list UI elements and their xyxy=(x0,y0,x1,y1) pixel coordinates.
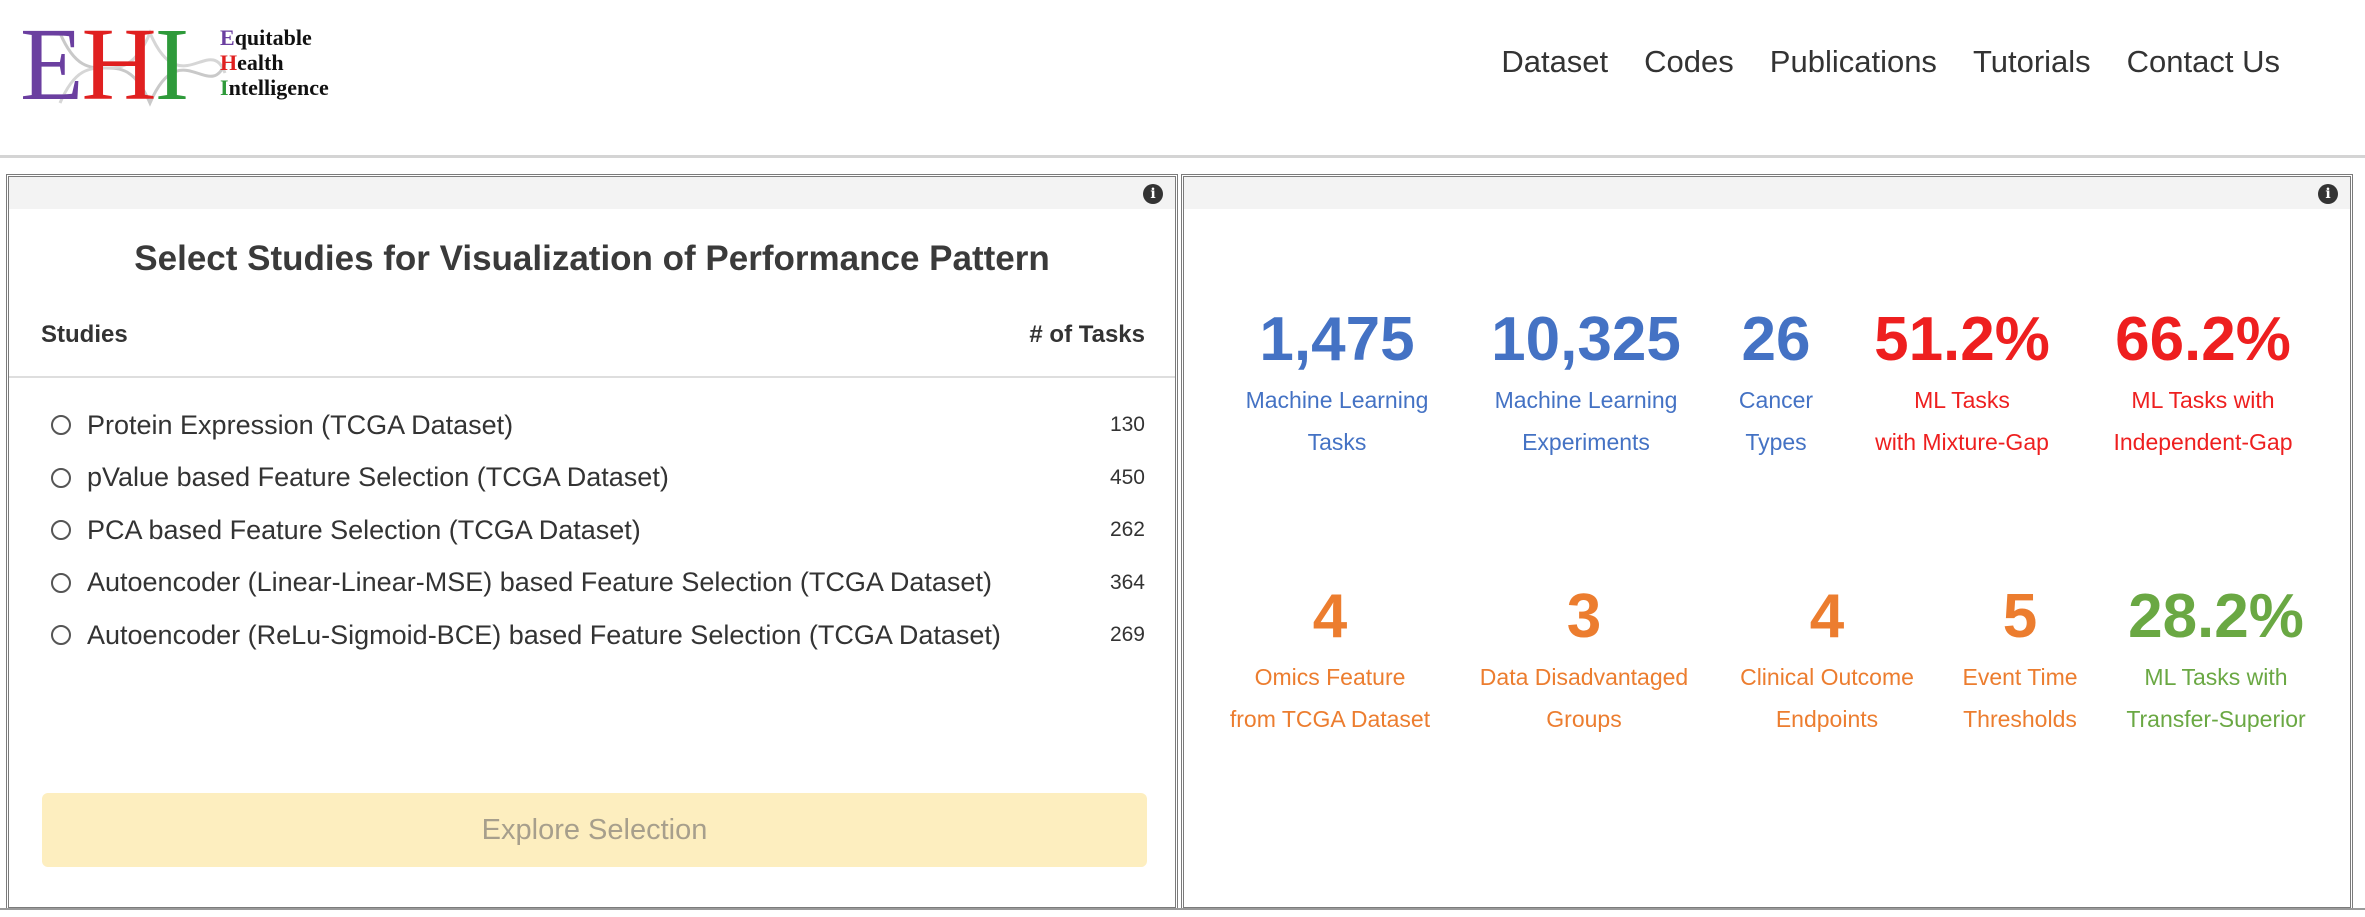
explore-selection-button[interactable]: Explore Selection xyxy=(42,793,1147,867)
stat-label: Cancer Types xyxy=(1738,387,1814,455)
nav-publications[interactable]: Publications xyxy=(1769,44,1937,79)
stat-value: 28.2% xyxy=(2128,582,2304,651)
stat-clinical-endpoints: 4 Clinical Outcome Endpoints xyxy=(1740,582,1914,740)
stat-value: 66.2% xyxy=(2115,305,2291,374)
study-row-autoencoder-linear[interactable]: Autoencoder (Linear-Linear-MSE) based Fe… xyxy=(51,557,1145,610)
task-count: 130 xyxy=(1109,413,1145,437)
dna-helix-icon xyxy=(58,29,227,107)
nav-tutorials[interactable]: Tutorials xyxy=(1972,44,2091,79)
logo-letters: EHI xyxy=(20,7,190,122)
stat-label: Omics Feature from TCGA Dataset xyxy=(1229,664,1431,732)
panel-title: Select Studies for Visualization of Perf… xyxy=(134,239,1050,278)
study-list: Protein Expression (TCGA Dataset) 130 pV… xyxy=(51,399,1145,662)
stat-mixture-gap: 51.2% ML Tasks with Mixture-Gap xyxy=(1874,305,2050,463)
ehi-logo[interactable]: EHI Equitable Health Intelligence xyxy=(20,7,360,122)
study-name: Autoencoder (ReLu-Sigmoid-BCE) based Fea… xyxy=(87,619,1001,650)
header-divider xyxy=(9,376,1175,378)
study-row-protein-expression[interactable]: Protein Expression (TCGA Dataset) 130 xyxy=(51,399,1145,452)
panel-toolbar: i xyxy=(1184,177,2350,209)
study-radio[interactable] xyxy=(51,520,71,541)
stat-event-time-thresholds: 5 Event Time Thresholds xyxy=(1962,582,2077,740)
stat-value: 1,475 xyxy=(1259,305,1415,374)
stat-independent-gap: 66.2% ML Tasks with Independent-Gap xyxy=(2113,305,2292,463)
main-nav: Dataset Codes Publications Tutorials Con… xyxy=(1501,44,2280,80)
study-name: Autoencoder (Linear-Linear-MSE) based Fe… xyxy=(87,567,992,598)
logo-wordmark: Equitable Health Intelligence xyxy=(220,25,329,100)
stat-label: Machine Learning Tasks xyxy=(1245,387,1429,455)
stat-label: ML Tasks with Transfer-Superior xyxy=(2126,664,2306,732)
task-count: 450 xyxy=(1109,465,1145,489)
nav-contact-us[interactable]: Contact Us xyxy=(2126,44,2280,79)
stat-label: ML Tasks with Independent-Gap xyxy=(2113,387,2293,455)
task-count: 269 xyxy=(1109,623,1145,647)
site-header: EHI Equitable Health Intelligence Datase… xyxy=(0,0,2365,155)
info-icon[interactable]: i xyxy=(1143,184,1163,204)
stat-transfer-superior: 28.2% ML Tasks with Transfer-Superior xyxy=(2126,582,2305,740)
stat-ml-experiments: 10,325 Machine Learning Experiments xyxy=(1491,305,1681,463)
study-row-pca[interactable]: PCA based Feature Selection (TCGA Datase… xyxy=(51,504,1145,557)
stat-disadvantaged-groups: 3 Data Disadvantaged Groups xyxy=(1480,582,1688,740)
logo-letter-e: E xyxy=(20,7,84,122)
stat-value: 10,325 xyxy=(1491,305,1681,374)
stat-label: Data Disadvantaged Groups xyxy=(1479,664,1689,732)
study-name: PCA based Feature Selection (TCGA Datase… xyxy=(87,514,641,545)
study-name: pValue based Feature Selection (TCGA Dat… xyxy=(87,462,669,493)
study-selection-panel: i Select Studies for Visualization of Pe… xyxy=(6,174,1178,910)
stat-value: 26 xyxy=(1741,305,1811,374)
study-row-autoencoder-relu[interactable]: Autoencoder (ReLu-Sigmoid-BCE) based Fea… xyxy=(51,609,1145,662)
study-radio[interactable] xyxy=(51,572,71,593)
task-count: 262 xyxy=(1109,518,1145,542)
info-icon[interactable]: i xyxy=(2318,184,2338,204)
stat-value: 4 xyxy=(1312,582,1348,651)
study-row-pvalue[interactable]: pValue based Feature Selection (TCGA Dat… xyxy=(51,452,1145,505)
study-radio[interactable] xyxy=(51,415,71,436)
column-header-studies: Studies xyxy=(41,321,128,348)
stat-value: 4 xyxy=(1809,582,1845,651)
stat-label: Machine Learning Experiments xyxy=(1494,387,1678,455)
stat-cancer-types: 26 Cancer Types xyxy=(1739,305,1813,463)
statistics-panel: i 1,475 Machine Learning Tasks 10,325 Mac… xyxy=(1181,174,2353,910)
stat-value: 5 xyxy=(2002,582,2038,651)
panel-toolbar: i xyxy=(9,177,1175,209)
stat-value: 51.2% xyxy=(1874,305,2050,374)
logo-letter-h: H xyxy=(81,7,157,122)
nav-codes[interactable]: Codes xyxy=(1644,44,1734,79)
stat-ml-tasks: 1,475 Machine Learning Tasks xyxy=(1246,305,1429,463)
study-radio[interactable] xyxy=(51,625,71,646)
header-divider xyxy=(0,155,2365,158)
logo-letter-i: I xyxy=(154,7,190,122)
stat-value: 3 xyxy=(1566,582,1602,651)
task-count: 364 xyxy=(1109,570,1145,594)
stat-omics-feature: 4 Omics Feature from TCGA Dataset xyxy=(1230,582,1430,740)
next-section-border xyxy=(0,908,2365,917)
nav-dataset[interactable]: Dataset xyxy=(1501,44,1609,79)
column-header-tasks: # of Tasks xyxy=(1029,321,1145,348)
study-radio[interactable] xyxy=(51,467,71,488)
stat-label: ML Tasks with Mixture-Gap xyxy=(1875,387,2049,455)
study-name: Protein Expression (TCGA Dataset) xyxy=(87,409,514,440)
stat-label: Clinical Outcome Endpoints xyxy=(1740,664,1914,732)
stat-label: Event Time Thresholds xyxy=(1962,664,2078,732)
